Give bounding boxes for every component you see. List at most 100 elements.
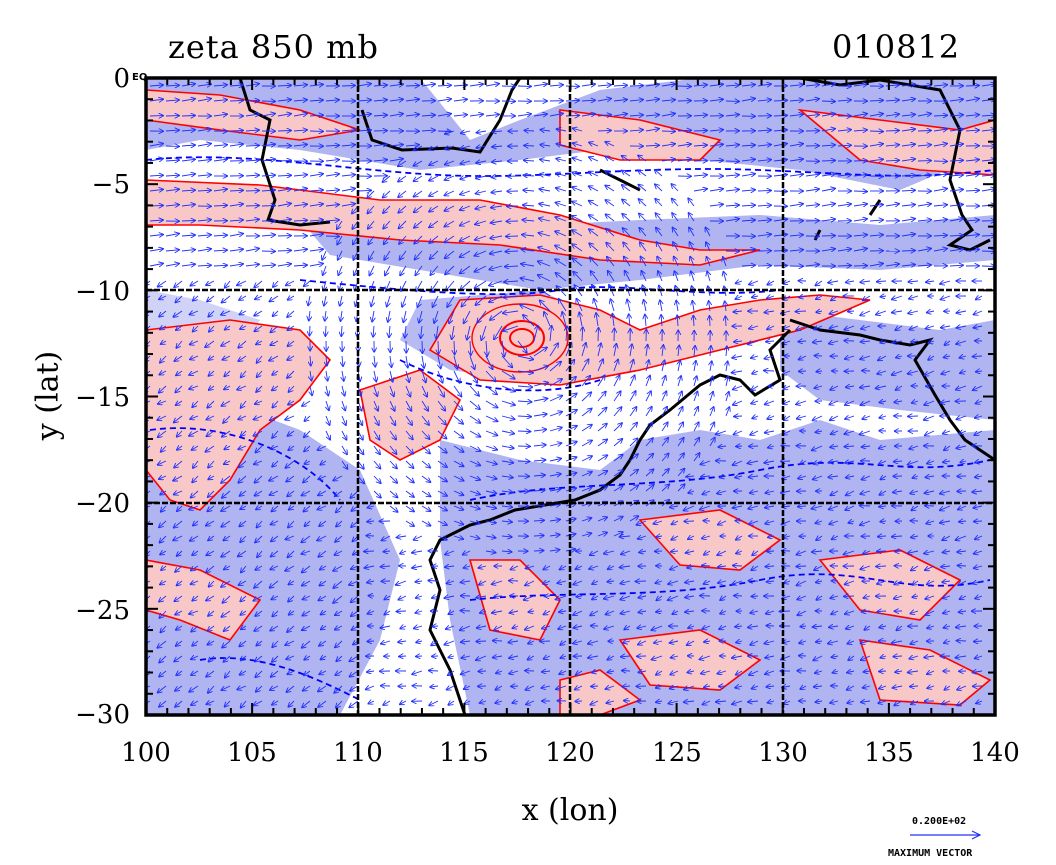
wind-vector	[933, 115, 947, 116]
x-tick-label: 120	[545, 738, 595, 768]
wind-vector	[309, 234, 323, 236]
wind-vector	[438, 340, 439, 354]
wind-vector	[213, 189, 227, 191]
wind-vector	[485, 114, 499, 116]
wind-vector	[661, 100, 675, 101]
wind-vector	[367, 190, 375, 198]
wind-vector	[901, 84, 915, 86]
wind-vector	[357, 84, 371, 86]
wind-vector	[622, 171, 631, 177]
wind-vector	[398, 190, 407, 197]
wind-vector	[430, 265, 439, 275]
wind-vector	[165, 264, 179, 266]
wind-vector	[623, 228, 631, 237]
wind-vector	[504, 281, 519, 282]
title-right: 010812	[832, 28, 961, 66]
wind-vector	[736, 446, 743, 447]
wind-vector	[556, 273, 567, 282]
wind-vector	[229, 234, 243, 236]
wind-vector	[444, 205, 455, 211]
wind-vector	[308, 295, 310, 305]
wind-vector	[885, 145, 899, 146]
wind-vector	[460, 205, 471, 210]
wind-vector	[741, 220, 755, 221]
wind-vector	[538, 275, 551, 282]
y-axis-label: y (lat)	[30, 350, 66, 441]
wind-vector	[853, 191, 867, 192]
wind-vector	[789, 100, 803, 101]
wind-vector	[165, 130, 179, 131]
wind-vector	[416, 280, 423, 291]
wind-vector	[757, 160, 771, 161]
x-tick-label: 115	[439, 738, 489, 768]
wind-vector	[489, 265, 503, 270]
wind-vector	[796, 311, 807, 312]
wind-vector	[475, 235, 487, 240]
wind-vector	[734, 416, 743, 417]
wind-vector	[597, 99, 611, 101]
wind-vector	[625, 271, 631, 282]
wind-vector	[581, 100, 595, 101]
wind-vector	[181, 116, 195, 117]
wind-vector	[605, 186, 615, 192]
wind-vector	[400, 265, 407, 275]
wind-vector	[505, 251, 519, 252]
wind-vector	[414, 160, 423, 166]
wind-vector	[709, 144, 723, 146]
wind-vector	[589, 157, 599, 162]
wind-vector	[645, 145, 659, 146]
wind-vector	[373, 144, 387, 146]
wind-vector	[429, 160, 439, 165]
wind-vector	[277, 219, 291, 221]
wind-vector	[901, 175, 915, 176]
wind-vector	[341, 145, 355, 146]
wind-vector	[277, 175, 291, 176]
wind-vector	[461, 146, 471, 149]
wind-vector	[475, 265, 487, 272]
wind-vector	[149, 220, 163, 221]
wind-vector	[901, 144, 915, 146]
wind-vector	[725, 205, 739, 206]
vector-key-label: MAXIMUM VECTOR	[888, 848, 973, 859]
wind-vector	[245, 100, 259, 101]
wind-vector	[933, 235, 947, 236]
wind-vector	[981, 115, 995, 116]
wind-vector	[213, 159, 227, 161]
wind-vector	[877, 281, 887, 282]
wind-vector	[213, 250, 227, 251]
wind-vector	[901, 159, 915, 161]
wind-vector	[181, 221, 195, 222]
wind-vector	[917, 114, 931, 116]
wind-vector	[869, 205, 883, 207]
wind-vector	[885, 204, 899, 206]
wind-vector	[805, 205, 819, 206]
wind-vector	[624, 257, 631, 267]
wind-vector	[261, 235, 275, 236]
wind-vector	[589, 142, 599, 146]
wind-vector	[629, 130, 643, 131]
wind-vector	[405, 145, 419, 146]
wind-vector	[981, 160, 995, 162]
wind-vector	[773, 250, 787, 251]
wind-vector	[757, 234, 771, 236]
wind-vector	[460, 235, 471, 241]
wind-vector	[309, 100, 323, 101]
wind-vector	[309, 264, 323, 266]
wind-vector	[821, 84, 835, 86]
wind-vector	[741, 145, 755, 146]
vector-key-arrow-icon	[910, 830, 982, 840]
wind-vector	[367, 205, 375, 213]
wind-vector	[460, 191, 471, 195]
wind-vector	[460, 250, 471, 257]
wind-vector	[429, 220, 439, 227]
wind-vector	[197, 249, 211, 251]
wind-vector	[773, 100, 787, 101]
wind-vector	[725, 115, 739, 117]
wind-vector	[589, 186, 599, 192]
wind-vector	[933, 205, 947, 206]
wind-vector	[373, 160, 387, 161]
wind-vector	[353, 235, 359, 244]
wind-vector	[709, 316, 710, 327]
wind-vector	[341, 204, 355, 206]
wind-vector	[933, 85, 947, 86]
